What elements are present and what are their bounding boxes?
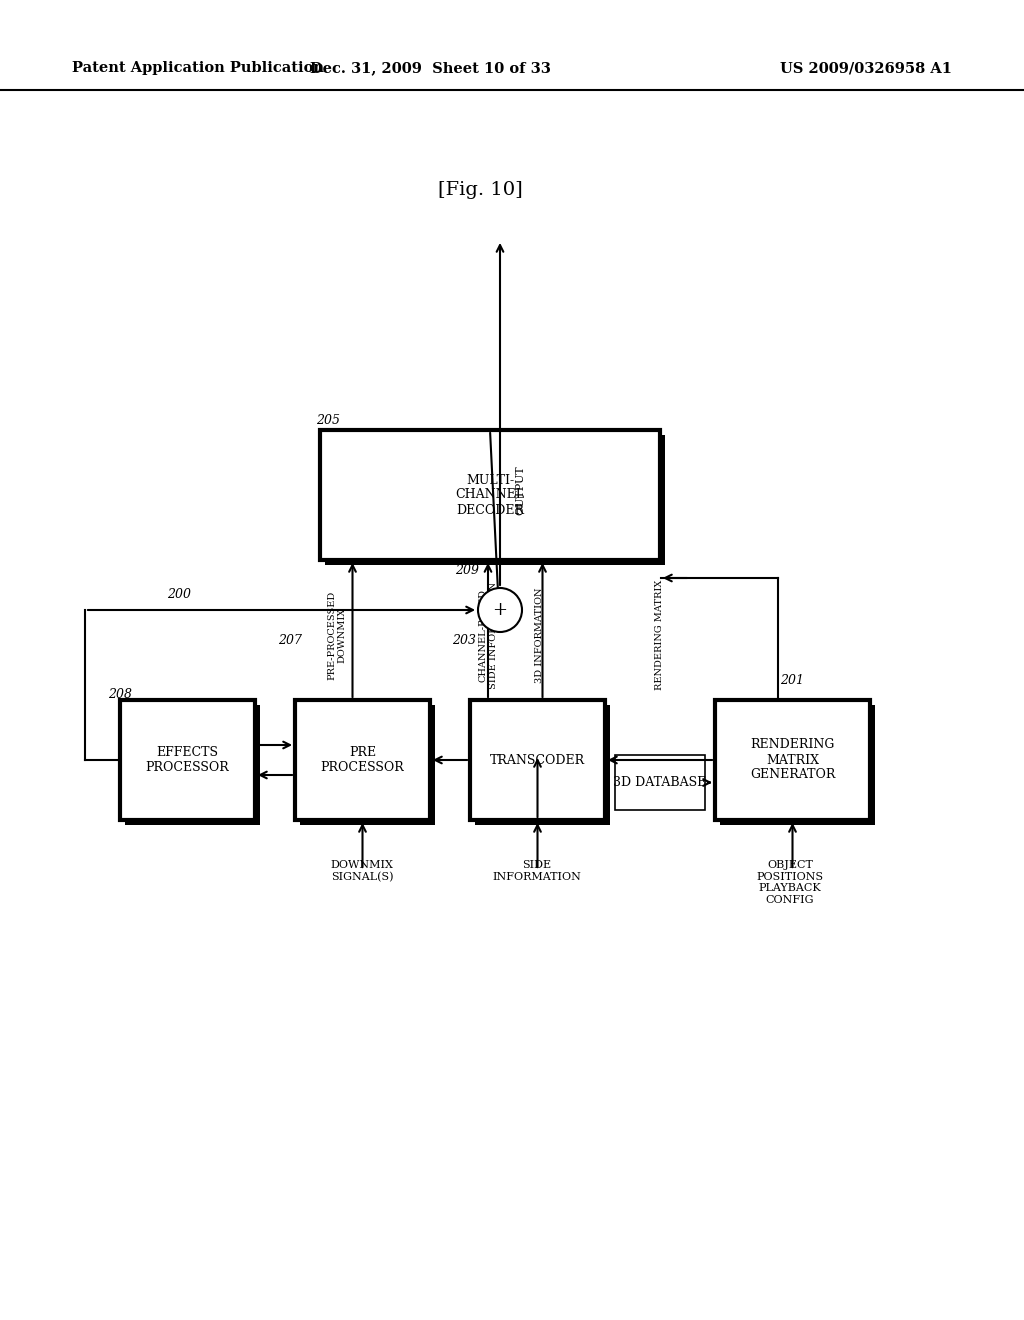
- Text: 203: 203: [452, 634, 476, 647]
- Text: PRE-PROCESSED
DOWNMIX: PRE-PROCESSED DOWNMIX: [328, 590, 347, 680]
- Bar: [475, 705, 610, 825]
- Text: CHANNEL-BASED
SIDE INFORMATION: CHANNEL-BASED SIDE INFORMATION: [478, 581, 498, 689]
- Text: 200: 200: [167, 589, 191, 602]
- Text: 3D INFORMATION: 3D INFORMATION: [536, 587, 545, 682]
- Text: 209: 209: [455, 564, 479, 577]
- Text: 201: 201: [780, 673, 804, 686]
- Text: 3D DATABASE: 3D DATABASE: [613, 776, 707, 789]
- Bar: [319, 430, 660, 560]
- Text: OBJECT
POSITIONS
PLAYBACK
CONFIG: OBJECT POSITIONS PLAYBACK CONFIG: [757, 861, 823, 904]
- Bar: [125, 705, 260, 825]
- Text: Dec. 31, 2009  Sheet 10 of 33: Dec. 31, 2009 Sheet 10 of 33: [309, 61, 551, 75]
- Text: RENDERING
MATRIX
GENERATOR: RENDERING MATRIX GENERATOR: [750, 738, 836, 781]
- Text: TRANSCODER: TRANSCODER: [489, 754, 585, 767]
- Text: 208: 208: [108, 688, 132, 701]
- Bar: [720, 705, 874, 825]
- Text: US 2009/0326958 A1: US 2009/0326958 A1: [780, 61, 952, 75]
- Text: EFFECTS
PROCESSOR: EFFECTS PROCESSOR: [145, 746, 229, 774]
- Text: OUTPUT: OUTPUT: [515, 465, 525, 515]
- Text: SIDE
INFORMATION: SIDE INFORMATION: [493, 861, 582, 882]
- Text: PRE
PROCESSOR: PRE PROCESSOR: [321, 746, 404, 774]
- Text: RENDERING MATRIX: RENDERING MATRIX: [655, 579, 665, 690]
- Text: DOWNMIX
SIGNAL(S): DOWNMIX SIGNAL(S): [331, 861, 393, 882]
- Text: [Fig. 10]: [Fig. 10]: [437, 181, 522, 199]
- Text: 207: 207: [278, 634, 302, 647]
- Bar: [295, 700, 430, 820]
- Bar: [120, 700, 255, 820]
- Text: 205: 205: [316, 413, 340, 426]
- Bar: [715, 700, 870, 820]
- Bar: [300, 705, 435, 825]
- Bar: [325, 436, 665, 565]
- Circle shape: [478, 587, 522, 632]
- Text: MULTI-
CHANNEL
DECODER: MULTI- CHANNEL DECODER: [456, 474, 524, 516]
- Bar: [470, 700, 605, 820]
- Text: Patent Application Publication: Patent Application Publication: [72, 61, 324, 75]
- Bar: [615, 755, 705, 810]
- Text: +: +: [493, 601, 508, 619]
